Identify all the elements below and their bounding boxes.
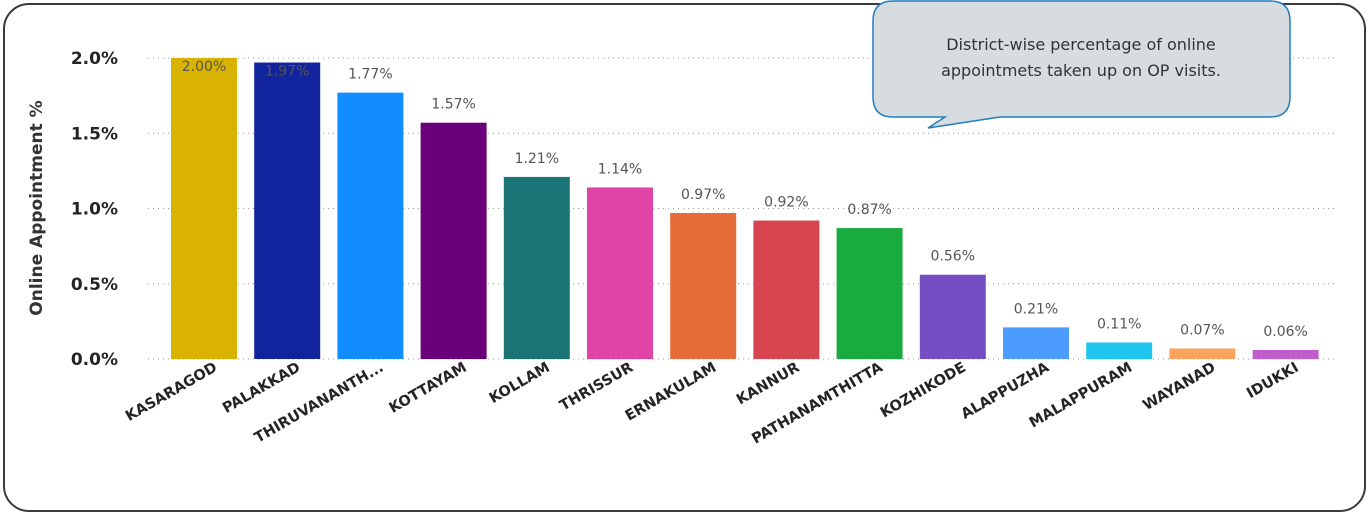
data-label: 0.97% <box>681 187 725 203</box>
x-tick-label: IDUKKI <box>1244 360 1301 402</box>
data-label: 1.57% <box>431 97 475 113</box>
data-label: 0.21% <box>1014 301 1058 317</box>
data-label: 2.00% <box>182 59 226 75</box>
y-tick-label: 1.0% <box>71 200 118 220</box>
bar <box>337 92 404 360</box>
tooltip-line-1: District-wise percentage of online <box>946 35 1216 54</box>
bar <box>753 220 820 359</box>
data-label: 0.92% <box>764 195 808 211</box>
data-label: 0.06% <box>1263 324 1307 340</box>
data-label: 0.07% <box>1180 322 1224 338</box>
bar <box>1169 348 1236 359</box>
bar <box>171 58 237 359</box>
data-label: 1.14% <box>598 161 642 177</box>
bar <box>670 213 737 359</box>
x-tick-label: KANNUR <box>734 360 802 409</box>
bar <box>919 274 986 359</box>
data-label: 1.21% <box>515 151 559 167</box>
bar <box>1003 327 1069 359</box>
data-label: 0.11% <box>1097 316 1141 332</box>
data-label: 1.97% <box>265 64 309 80</box>
y-axis-ticks: 0.0% 0.5% 1.0% 1.5% 2.0% <box>71 49 118 370</box>
data-label: 0.56% <box>931 249 975 265</box>
x-tick-label: KOTTAYAM <box>387 360 470 417</box>
bars <box>171 58 1319 360</box>
bar <box>420 122 487 359</box>
data-labels: 2.00% 1.97% 1.77% 1.57% 1.21% 1.14% 0.97% 0.92%… <box>182 59 1308 340</box>
x-tick-label: KASARAGOD <box>123 360 220 425</box>
bar <box>587 187 653 359</box>
y-tick-label: 1.5% <box>71 124 118 144</box>
data-label: 0.87% <box>847 202 891 218</box>
y-tick-label: 0.0% <box>71 350 118 370</box>
x-tick-label: THRISSUR <box>557 360 636 415</box>
y-tick-label: 2.0% <box>71 49 118 69</box>
bar <box>1086 342 1153 359</box>
bar <box>254 62 321 359</box>
x-tick-label: PALAKKAD <box>220 360 303 417</box>
x-tick-label: KOLLAM <box>487 360 553 407</box>
x-tick-label: WAYANAD <box>1140 360 1218 414</box>
bar <box>1252 349 1319 359</box>
x-tick-label: PATHANAMTHITTA <box>749 359 886 447</box>
x-tick-label: KOZHIKODE <box>878 360 969 422</box>
gridlines <box>148 57 1335 360</box>
tooltip-line-2: appointmets taken up on OP visits. <box>941 61 1221 80</box>
tooltip-text: District-wise percentage of online appoi… <box>878 32 1284 84</box>
data-label: 1.77% <box>348 67 392 83</box>
bar <box>503 176 570 359</box>
y-axis-title: Online Appointment % <box>27 100 47 315</box>
bar <box>836 228 903 359</box>
x-tick-label: ERNAKULAM <box>623 360 719 425</box>
y-tick-label: 0.5% <box>71 275 118 295</box>
